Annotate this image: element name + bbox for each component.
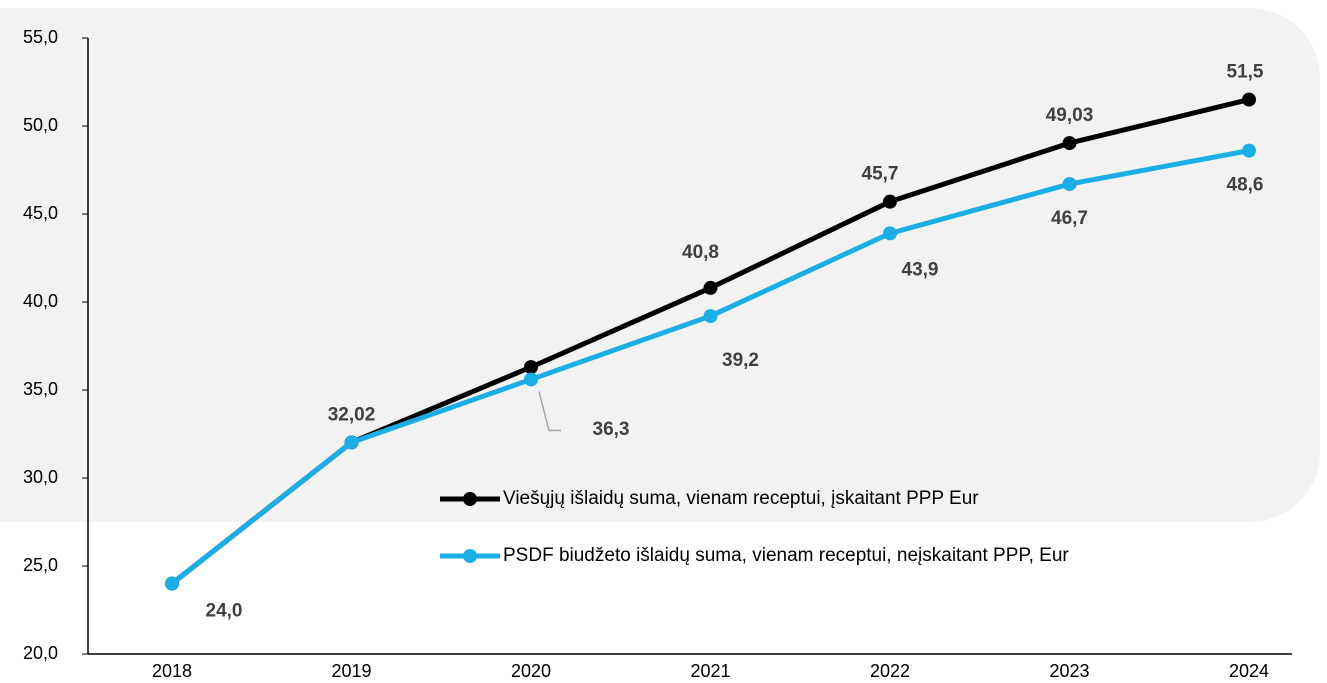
x-tick-label: 2018 [152, 661, 192, 681]
legend-label: PSDF biudžeto išlaidų suma, vienam recep… [503, 545, 1069, 566]
data-label: 46,7 [1051, 208, 1088, 229]
point [703, 309, 718, 324]
point [703, 280, 718, 295]
data-label: 40,8 [682, 242, 719, 263]
data-label: 49,03 [1046, 105, 1094, 126]
data-label: 51,5 [1227, 62, 1264, 83]
point [344, 435, 359, 450]
y-tick-label: 50,0 [23, 115, 58, 135]
data-label: 43,9 [902, 259, 939, 280]
x-tick-label: 2023 [1049, 661, 1089, 681]
x-tick-label: 2020 [511, 661, 551, 681]
point [1062, 136, 1077, 151]
x-tick-label: 2021 [690, 661, 730, 681]
x-tick-label: 2022 [870, 661, 910, 681]
data-label: 24,0 [206, 601, 243, 622]
y-tick-label: 55,0 [23, 27, 58, 47]
background-panel [0, 8, 1320, 522]
legend-label: Viešųjų išlaidų suma, vienam receptui, į… [503, 488, 979, 509]
y-tick-label: 40,0 [23, 291, 58, 311]
point [1062, 177, 1077, 192]
y-tick-label: 30,0 [23, 467, 58, 487]
leader-line [538, 391, 561, 432]
point [883, 226, 897, 241]
x-tick-label: 2024 [1229, 661, 1269, 681]
data-label: 39,2 [722, 350, 759, 371]
y-tick-label: 20,0 [23, 643, 58, 663]
data-label: 36,3 [593, 419, 630, 440]
x-tick-label: 2019 [331, 661, 371, 681]
point [883, 194, 897, 209]
point [1242, 143, 1256, 158]
point [1242, 92, 1256, 107]
legend-marker [463, 492, 477, 506]
point [524, 360, 538, 375]
y-tick-label: 35,0 [23, 379, 58, 399]
data-label: 32,02 [328, 404, 376, 425]
point [165, 576, 179, 591]
point [524, 372, 538, 387]
y-tick-label: 45,0 [23, 203, 58, 223]
legend-marker [463, 549, 477, 563]
data-label: 45,7 [862, 164, 899, 185]
data-label: 48,6 [1227, 175, 1264, 196]
y-tick-label: 25,0 [23, 555, 58, 575]
